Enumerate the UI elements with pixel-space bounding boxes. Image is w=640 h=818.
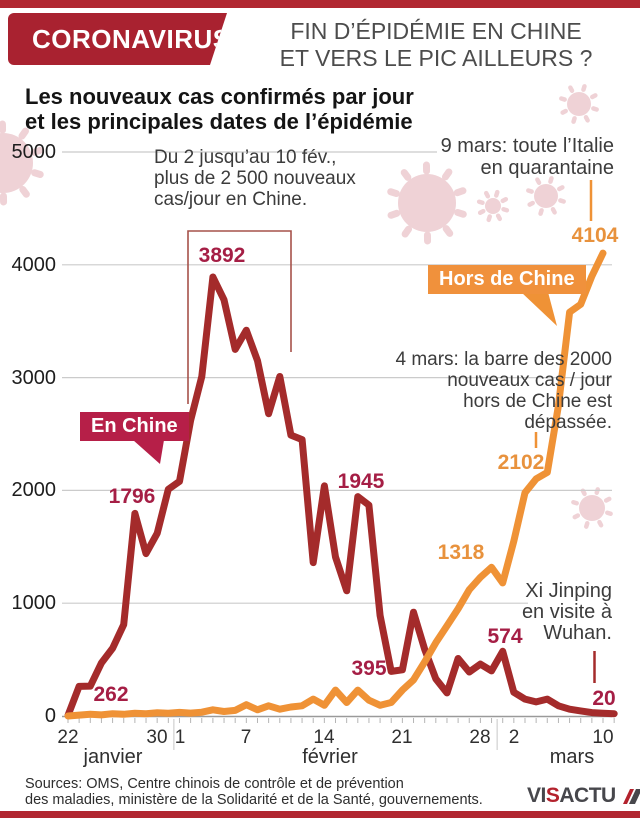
chart-title-line2: et les principales dates de l’épidémie (25, 109, 413, 134)
y-tick-5000: 5000 (11, 141, 57, 163)
x-tick-30jan: 30 (146, 727, 168, 748)
annotation-march9: 9 mars: toute l’Italie en quarantaine (440, 135, 614, 179)
x-tick-1fev: 1 (174, 727, 186, 748)
legend-tag-en-chine: En Chine (80, 412, 189, 441)
month-mars: mars (549, 746, 595, 768)
value-label-1945: 1945 (337, 470, 385, 493)
value-label-262: 262 (93, 683, 129, 706)
value-label-1796: 1796 (108, 485, 156, 508)
value-label-3892: 3892 (198, 244, 246, 267)
month-fevrier: février (302, 746, 358, 768)
bottom-red-bar (0, 811, 640, 818)
value-label-2102: 2102 (497, 451, 545, 474)
badge-label: CORONAVIRUS (32, 23, 231, 54)
chart-title: Les nouveaux cas confirmés par jour et l… (25, 84, 414, 134)
annotation-xi-jinping: Xi Jinping en visite à Wuhan. (521, 580, 612, 644)
annotation-feb-bracket: Du 2 jusqu’au 10 fév., plus de 2 500 nou… (154, 147, 356, 210)
value-label-395: 395 (351, 657, 387, 680)
header-title: FIN D’ÉPIDÉMIE EN CHINE ET VERS LE PIC A… (240, 18, 632, 72)
value-label-574: 574 (487, 625, 523, 648)
y-tick-1000: 1000 (11, 592, 57, 614)
visactu-logo: VI S ACTU (527, 784, 640, 808)
value-label-20: 20 (592, 687, 616, 710)
x-tick-28fev: 28 (469, 727, 491, 748)
header-title-line1: FIN D’ÉPIDÉMIE EN CHINE (290, 18, 582, 44)
x-tick-2mars: 2 (508, 727, 520, 748)
top-red-bar (0, 0, 640, 8)
x-tick-22jan: 22 (57, 727, 79, 748)
sources-note: Sources: OMS, Centre chinois de contrôle… (25, 776, 483, 808)
y-tick-3000: 3000 (11, 367, 57, 389)
month-janvier: janvier (83, 746, 143, 768)
coronavirus-badge: CORONAVIRUS (8, 13, 231, 65)
x-tick-10mars: 10 (592, 727, 614, 748)
y-tick-0: 0 (44, 705, 56, 727)
legend-tag-hors-de-chine: Hors de Chine (428, 265, 586, 294)
value-label-1318: 1318 (437, 541, 485, 564)
y-tick-2000: 2000 (11, 479, 57, 501)
visactu-logo-mark (622, 789, 640, 804)
header-title-line2: ET VERS LE PIC AILLEURS ? (279, 45, 593, 71)
y-tick-4000: 4000 (11, 254, 57, 276)
value-label-4104: 4104 (571, 224, 619, 247)
chart-title-line1: Les nouveaux cas confirmés par jour (25, 84, 414, 109)
annotation-march4: 4 mars: la barre des 2000 nouveaux cas /… (395, 349, 612, 433)
x-tick-14fev: 14 (313, 727, 335, 748)
x-tick-7fev: 7 (240, 727, 252, 748)
x-tick-21fev: 21 (391, 727, 413, 748)
